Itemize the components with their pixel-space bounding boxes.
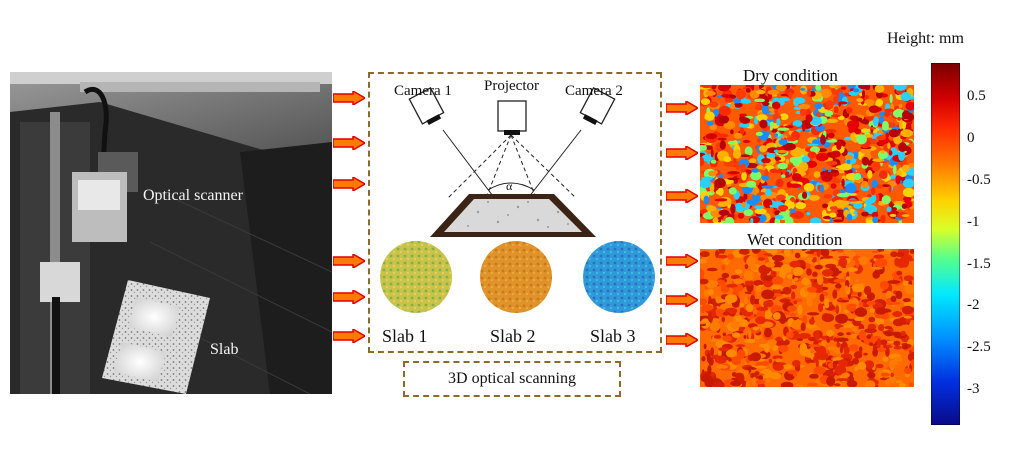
- dry-condition-heatmap: [700, 85, 914, 223]
- colorbar-tick: -0.5: [967, 172, 991, 188]
- colorbar-tick: -1.5: [967, 256, 991, 272]
- optical-scanner-label: Optical scanner: [143, 187, 243, 204]
- colorbar: [931, 63, 960, 425]
- camera-2-icon: [579, 86, 616, 126]
- flow-arrow-1: [333, 91, 365, 105]
- colorbar-tick: -2.5: [967, 339, 991, 355]
- slab-scans: [380, 241, 655, 313]
- flow-arrow-9: [666, 189, 698, 203]
- surface-slab: [444, 199, 582, 232]
- colorbar-tick: -3: [967, 381, 980, 397]
- colorbar-title: Height: mm: [887, 30, 964, 47]
- camera-1-label: Camera 1: [394, 83, 452, 99]
- projector-label: Projector: [484, 78, 539, 94]
- flow-arrow-11: [666, 293, 698, 307]
- slab-2-label: Slab 2: [490, 326, 536, 346]
- flow-arrow-5: [333, 290, 365, 304]
- wet-heatmap-image: [700, 249, 914, 387]
- slab-1-label: Slab 1: [382, 326, 428, 346]
- slab-label: Slab: [210, 341, 239, 358]
- dry-heatmap-image: [700, 85, 914, 223]
- angle-alpha-label: α: [506, 179, 513, 193]
- scanning-setup-box: [368, 72, 662, 353]
- camera-1-icon: [408, 86, 445, 126]
- flow-arrow-2: [333, 136, 365, 150]
- dry-condition-title: Dry condition: [743, 66, 838, 85]
- flow-arrow-3: [333, 177, 365, 191]
- scanning-caption: 3D optical scanning: [403, 361, 621, 397]
- setup-photo-image: [10, 72, 332, 394]
- camera-2-label: Camera 2: [565, 83, 623, 99]
- scanning-schematic: [408, 86, 616, 237]
- colorbar-tick: 0: [967, 130, 975, 146]
- slab-3-label: Slab 3: [590, 326, 636, 346]
- wet-condition-heatmap: [700, 249, 914, 387]
- slab-2-scan: [480, 241, 552, 313]
- flow-arrow-7: [666, 101, 698, 115]
- slab-3-scan: [583, 241, 655, 313]
- flow-arrow-10: [666, 254, 698, 268]
- wet-condition-title: Wet condition: [747, 230, 843, 249]
- setup-photo: [10, 72, 332, 394]
- flow-arrow-4: [333, 254, 365, 268]
- slab-1-scan: [380, 241, 452, 313]
- flow-arrow-8: [666, 146, 698, 160]
- colorbar-tick: -1: [967, 214, 980, 230]
- flow-arrow-12: [666, 333, 698, 347]
- projector-icon: [497, 100, 527, 135]
- colorbar-tick: -2: [967, 297, 980, 313]
- colorbar-tick: 0.5: [967, 88, 986, 104]
- flow-arrow-6: [333, 329, 365, 343]
